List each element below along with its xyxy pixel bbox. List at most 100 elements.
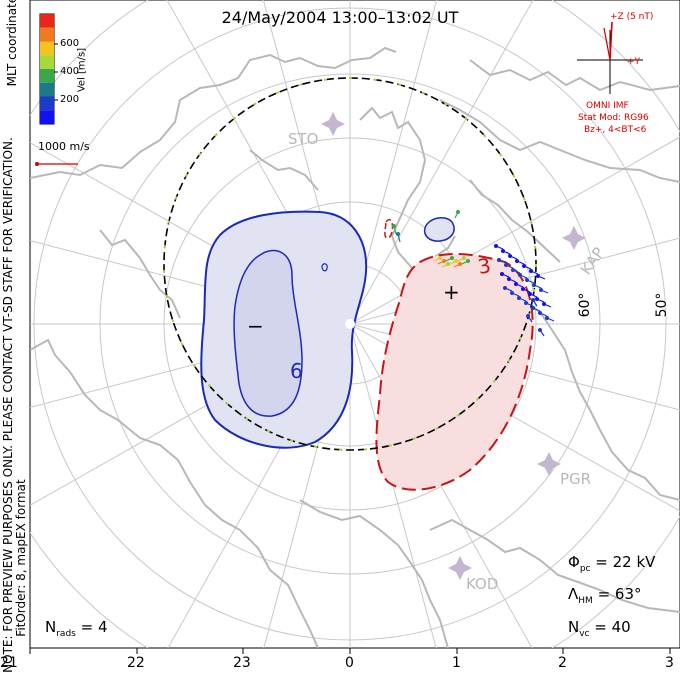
imf-y-label: +Y <box>627 57 641 67</box>
map-title: 24/May/2004 13:00–13:02 UT <box>221 8 459 27</box>
velocity-vector-origin <box>508 254 512 258</box>
colorbar-unit-label: Vel [m/s] <box>76 47 88 93</box>
velocity-vector-origin <box>536 274 540 278</box>
cross-polar-potential-stat: Φpc = 22 kV <box>568 553 656 574</box>
imf-clock <box>577 21 643 94</box>
velocity-vector-origin <box>497 258 501 262</box>
imf-source: OMNI IMF <box>586 101 629 111</box>
station-label-pgr: PGR <box>560 470 592 488</box>
mlt-label-1: 1 <box>452 655 461 671</box>
velocity-vector-origin <box>494 244 498 248</box>
negative-potential-core <box>233 249 303 417</box>
positive-cell-small-contour <box>384 218 394 239</box>
mlt-label-0: 0 <box>345 655 354 671</box>
colorbar-tick-400: 400 <box>60 66 80 77</box>
mlt-label-22: 22 <box>127 655 145 671</box>
colorbar-cell <box>40 41 54 56</box>
velocity-vector-origin <box>507 277 511 281</box>
n-rads-stat: Nrads = 4 <box>45 618 108 639</box>
velocity-vector-origin <box>458 262 462 266</box>
velocity-vector-origin <box>462 256 466 260</box>
imf-model: Stat Mod: RG96 <box>578 113 649 123</box>
colorbar-tick-200: 200 <box>60 94 80 105</box>
velocity-vector-origin <box>532 283 536 287</box>
mlt-axis-ticks <box>29 648 671 654</box>
colorbar-cell <box>40 96 54 111</box>
latitude-label-60: 60° <box>577 292 593 318</box>
velocity-vector-origin <box>525 278 529 282</box>
velocity-vector-origin <box>538 311 542 315</box>
velocity-colorbar <box>39 13 58 125</box>
scale-vector-label: 1000 m/s <box>38 140 90 153</box>
velocity-vector-origin <box>446 262 450 266</box>
velocity-vector-origin <box>501 249 505 253</box>
colorbar-tick-600: 600 <box>60 38 80 49</box>
positive-potential-cell <box>375 252 534 491</box>
velocity-vector-origin <box>517 296 521 300</box>
velocity-vector-origin <box>535 297 539 301</box>
pole-marker <box>345 319 355 329</box>
velocity-vector-origin <box>531 298 535 302</box>
colorbar-cell <box>40 82 54 97</box>
negative-cell-tiny-contour <box>321 263 328 272</box>
imf-z-label: +Z (5 nT) <box>610 12 654 22</box>
mlt-label-3: 3 <box>665 655 674 671</box>
station-label-sto: STO <box>288 130 319 148</box>
colorbar-cell <box>40 55 54 69</box>
velocity-vector-origin <box>518 273 522 277</box>
negative-contour-label: 9 <box>290 358 303 382</box>
velocity-vectors <box>392 210 555 337</box>
station-markers <box>321 112 586 580</box>
velocity-vector-origin <box>396 232 400 236</box>
velocity-vector-origin <box>510 291 514 295</box>
scale-vector <box>35 162 78 166</box>
velocity-vector-origin <box>442 259 446 263</box>
velocity-vector-origin <box>521 287 525 291</box>
fit-order-note: FitOrder: 8, mapEX format <box>14 479 28 637</box>
velocity-vector-origin <box>531 306 535 310</box>
velocity-vector-origin <box>511 268 515 272</box>
velocity-vector-origin <box>504 263 508 267</box>
velocity-vector-origin <box>515 259 519 263</box>
velocity-vector-origin <box>466 259 470 263</box>
colorbar-cell <box>40 14 54 28</box>
velocity-vector-origin <box>450 256 454 260</box>
velocity-vector-origin <box>454 259 458 263</box>
potential-minimum-marker: − <box>247 314 264 338</box>
velocity-vector-origin <box>522 264 526 268</box>
station-marker-kap <box>562 226 586 250</box>
negative-cell-small-contour <box>423 216 455 242</box>
velocity-vector-origin <box>503 286 507 290</box>
mlt-label-2: 2 <box>558 655 567 671</box>
colorbar-cell <box>40 110 54 124</box>
velocity-vector-origin <box>545 316 549 320</box>
velocity-vector-origin <box>539 288 543 292</box>
station-marker-kod <box>448 556 472 580</box>
velocity-vector-origin <box>528 292 532 296</box>
colorbar-cell <box>40 27 54 42</box>
velocity-vector-origin <box>500 272 504 276</box>
velocity-vector-origin <box>542 302 546 306</box>
preview-note: NOTE: FOR PREVIEW PURPOSES ONLY. PLEASE … <box>1 137 15 673</box>
latitude-label-50: 50° <box>654 292 670 318</box>
velocity-vector-origin <box>529 269 533 273</box>
hm-boundary-latitude-stat: ΛHM = 63° <box>568 585 642 606</box>
velocity-vector-origin <box>392 224 396 228</box>
station-marker-sto <box>321 112 345 136</box>
velocity-vector-origin <box>526 314 530 318</box>
station-label-kod: KOD <box>466 575 499 593</box>
colorbar-cell <box>40 69 54 83</box>
velocity-vector-origin <box>456 210 460 214</box>
potential-maximum-marker: + <box>443 280 460 304</box>
station-marker-pgr <box>537 452 561 476</box>
mlt-label-23: 23 <box>233 655 251 671</box>
imf-condition: Bz+, 4<BT<6 <box>584 125 647 135</box>
velocity-vector-origin <box>524 301 528 305</box>
vector-count-stat: Nvc = 40 <box>568 618 631 639</box>
velocity-vector-origin <box>538 328 542 332</box>
coordinates-label: MLT coordinates <box>5 0 19 87</box>
mlt-label-21: 21 <box>0 655 18 671</box>
velocity-vector-origin <box>438 256 442 260</box>
heppner-maynard-boundary-markers <box>163 77 537 451</box>
